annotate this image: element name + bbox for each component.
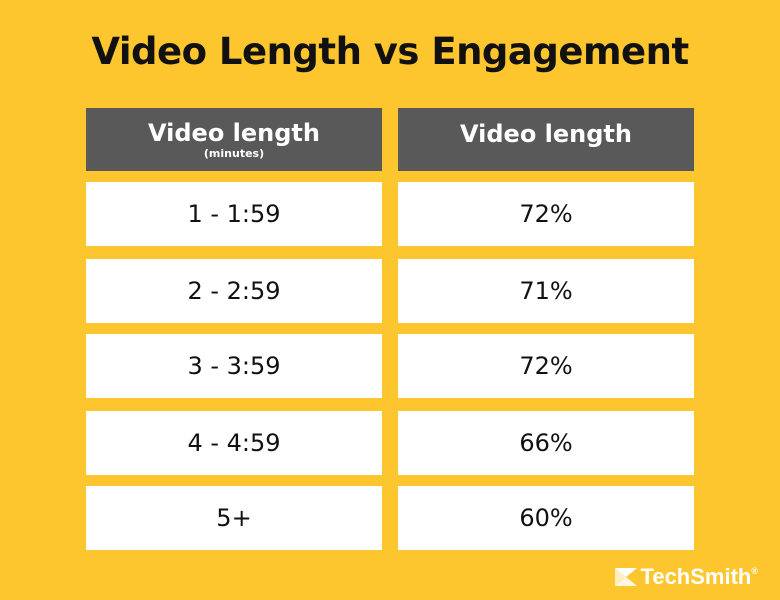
- table-cell-length: 5+: [86, 486, 382, 550]
- techsmith-logo-icon: [614, 568, 637, 586]
- header-col1-label: Video length: [147, 119, 320, 147]
- registered-mark: ®: [751, 566, 758, 576]
- table-cell-value: 66%: [398, 411, 694, 475]
- table-cell-value: 72%: [398, 182, 694, 246]
- header-col2-label: Video length: [459, 120, 632, 148]
- table-cell-value: 72%: [398, 334, 694, 398]
- header-col1-sublabel: (minutes): [203, 147, 265, 160]
- table-cell-length: 1 - 1:59: [86, 182, 382, 246]
- table-cell-length: 4 - 4:59: [86, 411, 382, 475]
- table-cell-length: 3 - 3:59: [86, 334, 382, 398]
- header-video-length-minutes: Video length (minutes): [86, 108, 382, 171]
- table-cell-value: 71%: [398, 259, 694, 323]
- table-cell-value: 60%: [398, 486, 694, 550]
- header-video-length: Video length: [398, 108, 694, 171]
- brand-name: TechSmith: [640, 564, 752, 589]
- techsmith-logo: TechSmith ®: [614, 564, 758, 590]
- table-cell-length: 2 - 2:59: [86, 259, 382, 323]
- page-title: Video Length vs Engagement: [91, 30, 689, 73]
